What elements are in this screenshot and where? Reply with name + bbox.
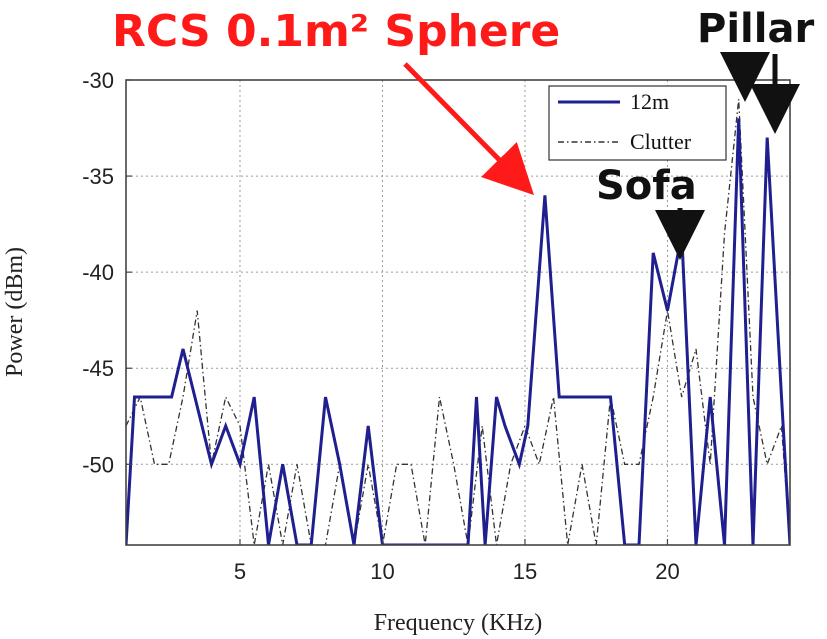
y-tick-labels: -30 -35 -40 -45 -50 <box>82 68 132 477</box>
series-layer <box>126 99 790 545</box>
legend: 12m Clutter <box>548 85 727 161</box>
x-tick-label: 15 <box>513 559 537 584</box>
plot-frame <box>125 79 791 546</box>
y-tick-label: -35 <box>82 164 114 189</box>
y-tick-label: -45 <box>82 356 114 381</box>
annotations: RCS 0.1m² Sphere Sofa Pillar <box>112 6 814 260</box>
y-tick-label: -40 <box>82 260 114 285</box>
x-tick-label: 20 <box>655 559 679 584</box>
y-tick-label: -50 <box>82 452 114 477</box>
annotation-sphere: RCS 0.1m² Sphere <box>112 6 560 57</box>
x-axis-label: Frequency (KHz) <box>374 610 543 636</box>
legend-label-12m: 12m <box>630 89 669 114</box>
y-axis-label: Power (dBm) <box>2 247 28 377</box>
x-tick-label: 10 <box>370 559 394 584</box>
legend-box <box>548 85 727 161</box>
x-tick-labels: 5 10 15 20 <box>234 539 680 584</box>
legend-label-clutter: Clutter <box>630 129 692 154</box>
series-line-12m <box>126 118 790 545</box>
annotation-sphere-arrow <box>403 62 535 196</box>
y-tick-label: -30 <box>82 68 114 93</box>
x-tick-label: 5 <box>234 559 246 584</box>
annotation-pillar: Pillar <box>697 6 814 52</box>
annotation-sofa: Sofa <box>596 163 697 209</box>
